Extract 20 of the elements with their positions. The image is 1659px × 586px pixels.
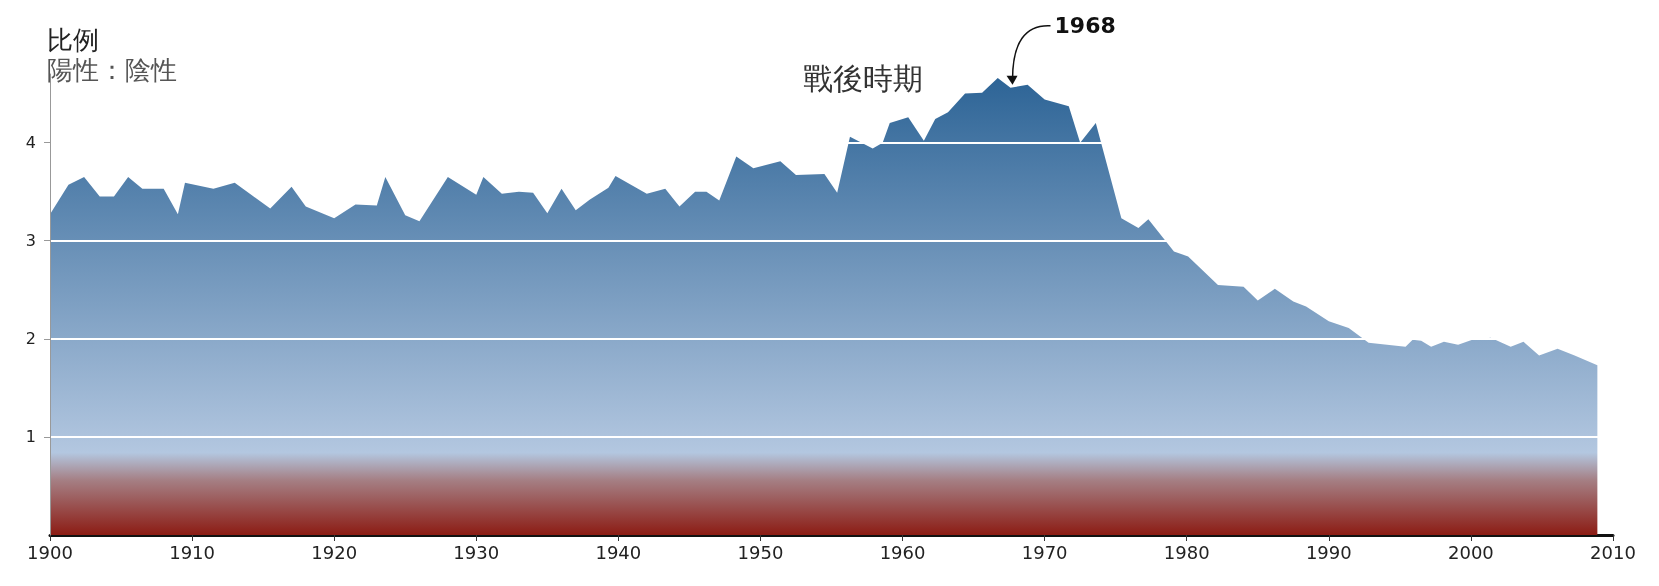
x-tick-label: 1980 [1163, 541, 1210, 563]
x-tick-label: 2010 [1590, 541, 1636, 563]
x-tick-label: 1950 [737, 541, 784, 563]
annotation: 戰後時期 [802, 60, 923, 96]
y-tick-label: 1 [25, 427, 36, 447]
x-tick-label: 1970 [1021, 541, 1068, 563]
annotation: 1968 [1054, 13, 1116, 39]
chart-subtitle: 陽性：陰性 [47, 55, 177, 85]
x-tick-label: 1900 [27, 541, 73, 563]
y-tick-label: 2 [25, 329, 36, 349]
x-tick-label: 1940 [595, 541, 642, 563]
y-tick-label: 4 [25, 133, 36, 153]
x-tick-label: 1910 [169, 541, 215, 563]
chart-title: 比例 [47, 25, 99, 55]
x-tick-label: 1930 [453, 541, 500, 563]
x-tick-label: 2000 [1448, 541, 1494, 563]
x-tick-label: 1990 [1305, 541, 1352, 563]
y-tick-label: 3 [25, 231, 36, 251]
x-tick-label: 1920 [311, 541, 358, 563]
x-tick-label: 1960 [879, 541, 926, 563]
